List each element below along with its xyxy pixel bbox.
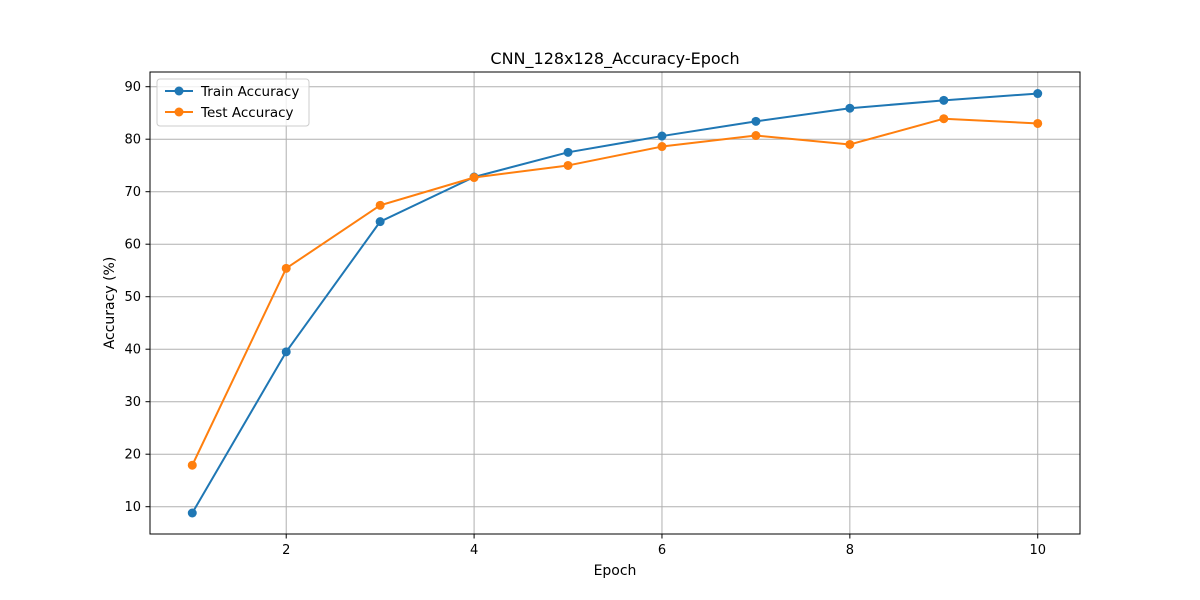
chart-title: CNN_128x128_Accuracy-Epoch: [490, 49, 739, 69]
y-tick-label: 10: [124, 500, 141, 515]
series-line: [190, 117, 1039, 467]
data-point: [845, 139, 855, 149]
y-tick-label: 20: [124, 448, 141, 463]
y-tick-label: 90: [124, 80, 141, 95]
y-tick-label: 50: [124, 290, 141, 305]
legend-marker: [174, 86, 184, 96]
legend-marker: [174, 107, 184, 117]
data-point: [1033, 118, 1043, 128]
data-point: [187, 508, 197, 518]
legend: Train Accuracy Test Accuracy: [156, 78, 310, 127]
x-tick-label: 4: [470, 543, 478, 558]
series-line: [190, 92, 1039, 515]
data-point: [751, 116, 761, 126]
x-tick-label: 2: [282, 543, 290, 558]
legend-label: Train Accuracy: [200, 84, 299, 100]
data-point: [375, 217, 385, 227]
data-point: [281, 347, 291, 357]
series-lines: [187, 89, 1043, 518]
data-point: [187, 460, 197, 470]
data-point: [751, 131, 761, 141]
legend-label: Test Accuracy: [200, 105, 294, 121]
data-point: [657, 142, 667, 152]
data-point: [563, 147, 573, 157]
y-tick-label: 40: [124, 343, 141, 358]
x-tick-label: 10: [1029, 543, 1046, 558]
axis-ticks: 2 4 6 8 10 10 20 30 40 50 60 70 80 90: [124, 80, 1046, 558]
series-group: [187, 114, 1043, 470]
x-tick-label: 8: [846, 543, 854, 558]
data-point: [657, 131, 667, 141]
x-tick-label: 6: [658, 543, 666, 558]
y-tick-label: 30: [124, 395, 141, 410]
data-point: [563, 160, 573, 170]
y-tick-label: 80: [124, 133, 141, 148]
plot-area-frame: [149, 71, 1081, 535]
y-tick-label: 70: [124, 185, 141, 200]
x-axis-label: Epoch: [594, 563, 637, 579]
data-point: [469, 173, 479, 183]
data-point: [939, 114, 949, 124]
y-tick-label: 60: [124, 238, 141, 253]
data-point: [939, 95, 949, 105]
data-point: [845, 103, 855, 113]
data-point: [1033, 89, 1043, 99]
y-axis-label: Accuracy (%): [102, 257, 118, 350]
legend-box: [156, 78, 310, 127]
data-point: [375, 200, 385, 210]
data-point: [281, 263, 291, 273]
